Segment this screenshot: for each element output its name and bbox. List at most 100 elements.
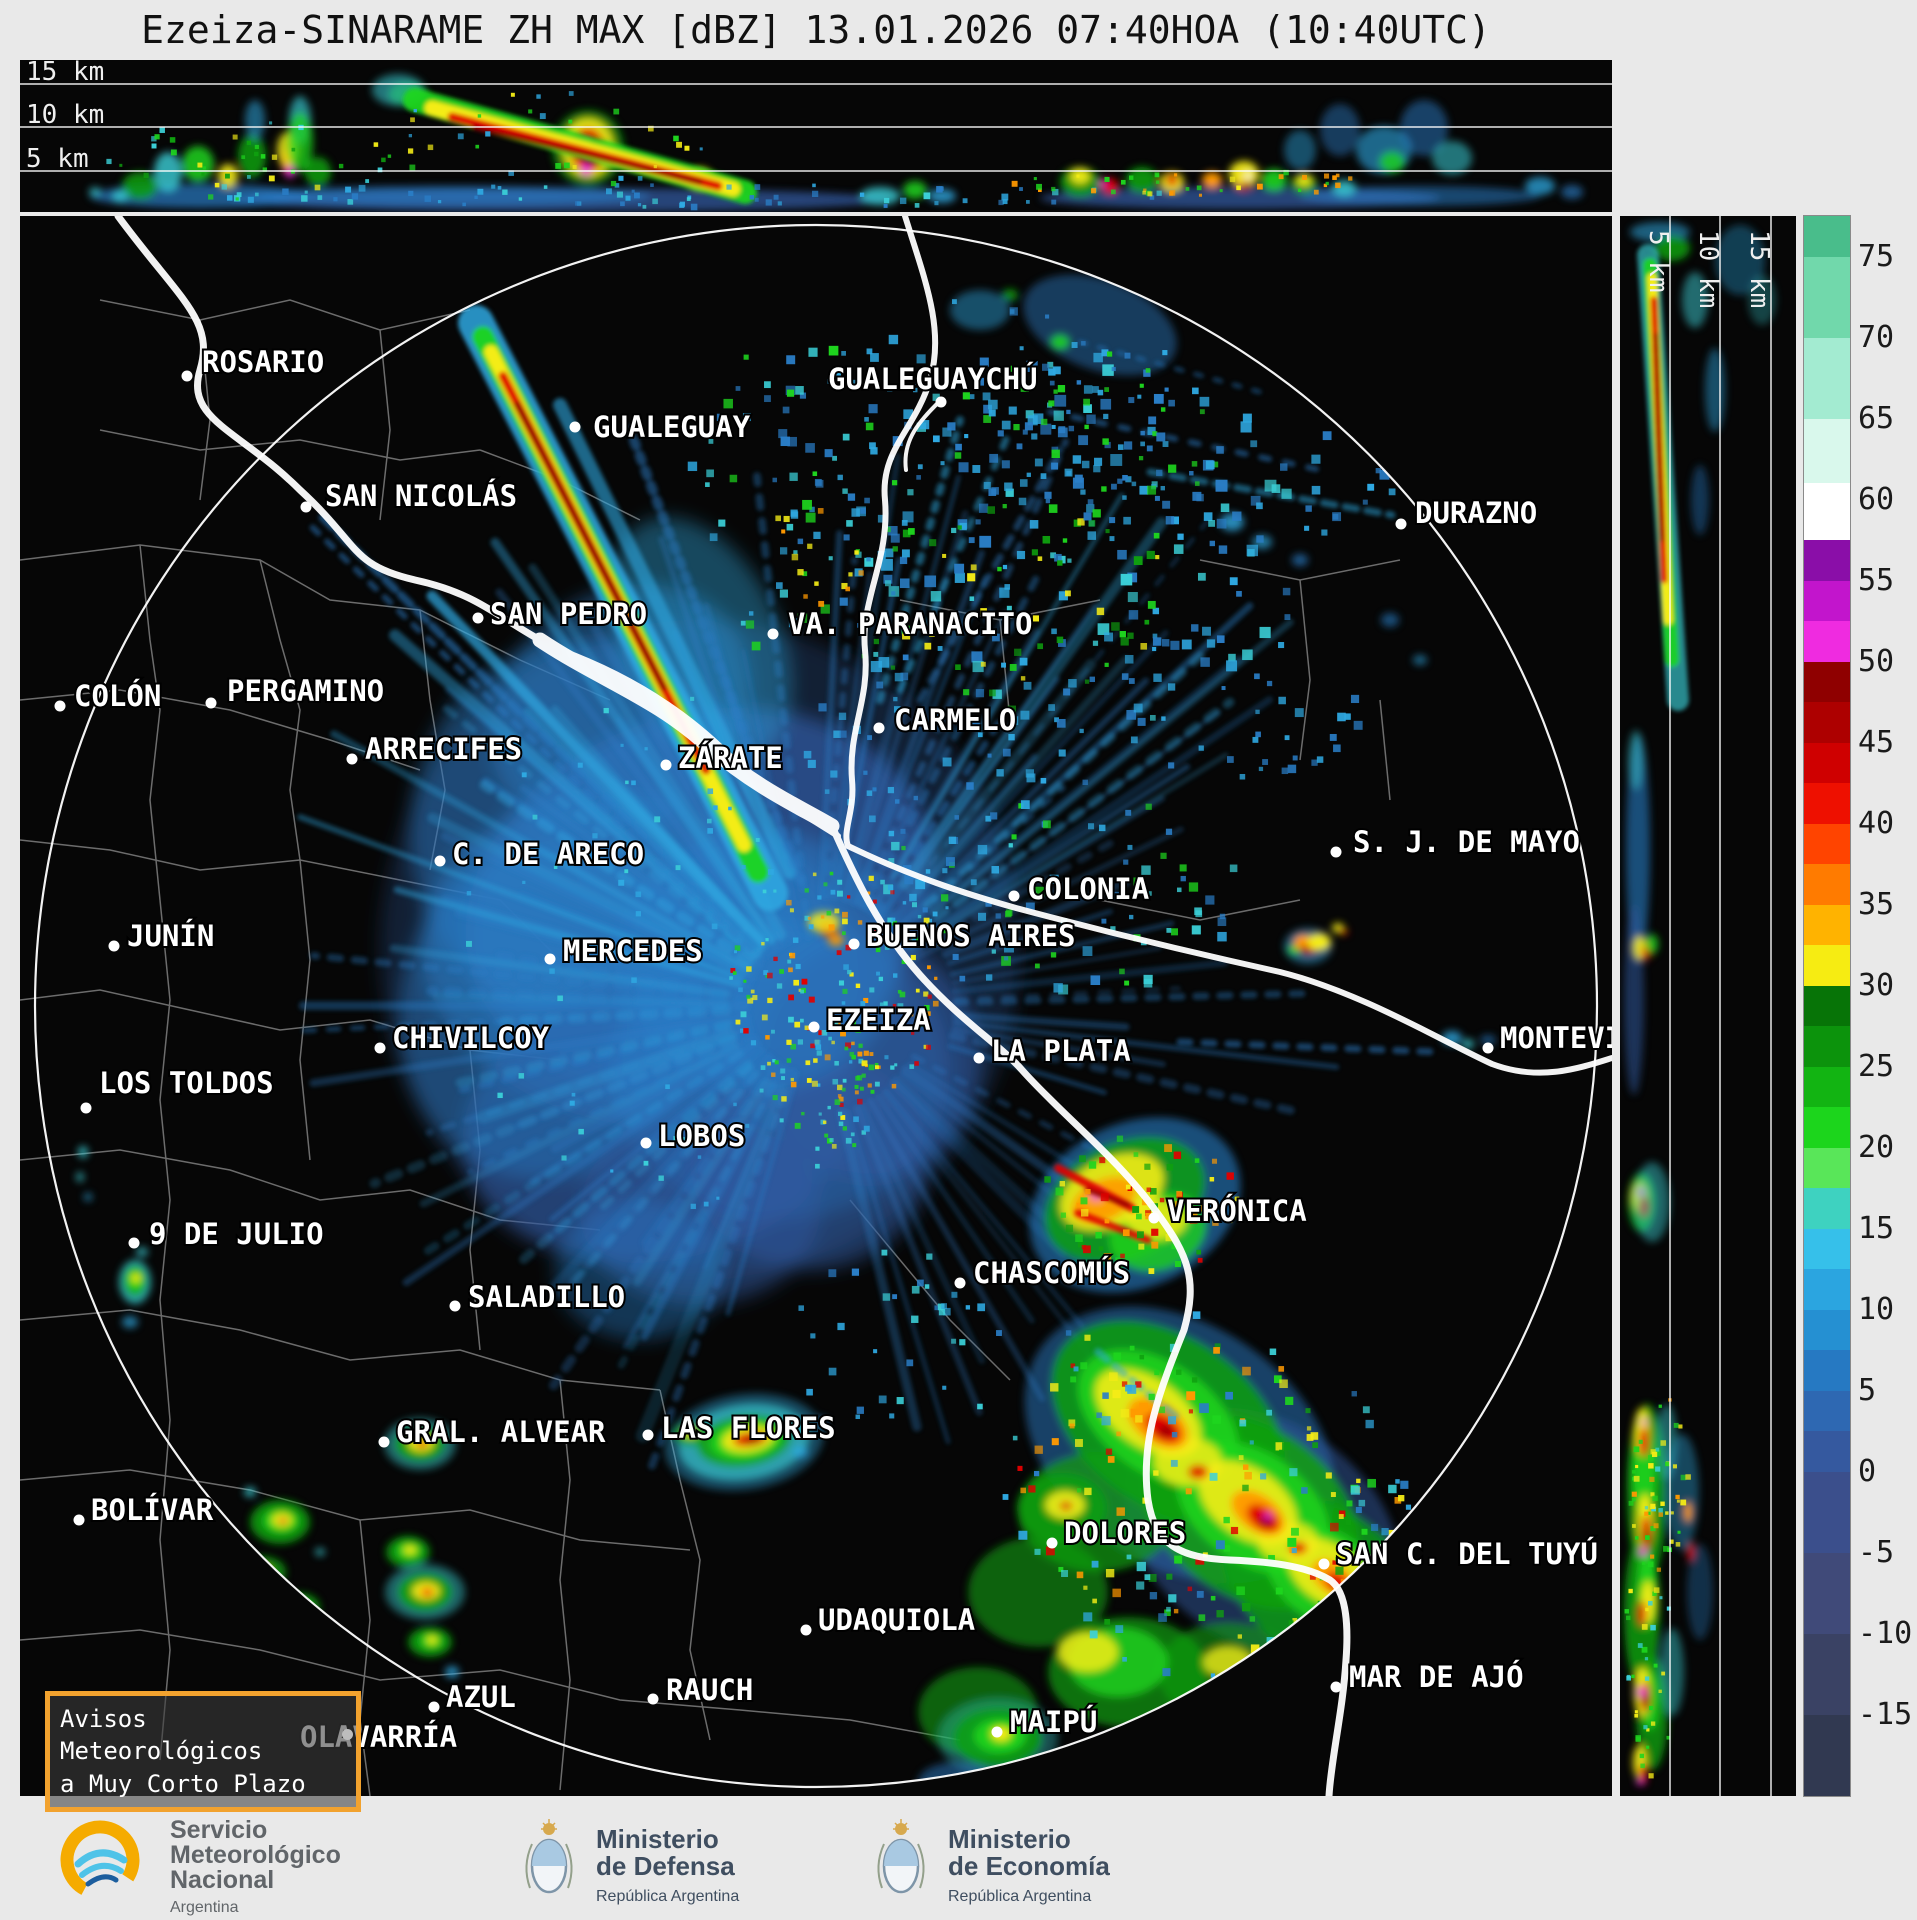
city-label: ROSARIO — [202, 345, 324, 379]
city-dot — [661, 760, 672, 771]
colorbar-tick-label: 55 — [1858, 566, 1917, 596]
colorbar-segment — [1804, 1715, 1850, 1796]
city-label: VERÓNICA — [1167, 1194, 1307, 1228]
city-dot — [1149, 1213, 1160, 1224]
city-label: ZÁRATE — [678, 741, 783, 775]
city-label: PERGAMINO — [227, 674, 384, 708]
colorbar-segment — [1804, 662, 1850, 703]
economia-sub: República Argentina — [948, 1883, 1110, 1910]
city-label: COLÓN — [74, 679, 161, 713]
city-dot — [109, 941, 120, 952]
colorbar-segment — [1804, 864, 1850, 905]
economia-line1: Ministerio — [948, 1826, 1110, 1853]
city-label: EZEIZA — [826, 1003, 931, 1037]
colorbar-tick-label: 50 — [1858, 647, 1917, 677]
defensa-sub: República Argentina — [596, 1883, 739, 1910]
defensa-wordmark: Ministerio de Defensa República Argentin… — [596, 1826, 739, 1910]
colorbar-segment — [1804, 1634, 1850, 1715]
city-label: SALADILLO — [468, 1280, 625, 1314]
city-label: MAIPÚ — [1010, 1705, 1097, 1739]
economia-crest-icon — [872, 1818, 930, 1902]
colorbar-tick-label: 70 — [1858, 323, 1917, 353]
height-label: 15 km — [26, 57, 104, 87]
smn-country: Argentina — [170, 1895, 341, 1920]
city-dot-olavarria — [342, 1729, 353, 1740]
city-dot — [206, 698, 217, 709]
smn-line3: Nacional — [170, 1868, 341, 1893]
defensa-crest-icon — [520, 1818, 578, 1902]
city-dot — [955, 1278, 966, 1289]
city-label: UDAQUIOLA — [818, 1603, 975, 1637]
city-dot — [55, 701, 66, 712]
colorbar-tick-label: 10 — [1858, 1295, 1917, 1325]
city-label: BOLÍVAR — [91, 1493, 214, 1527]
city-dot — [81, 1103, 92, 1114]
city-dot — [301, 502, 312, 513]
colorbar-tick-label: 75 — [1858, 242, 1917, 272]
city-label: VA. PARANACITO — [788, 607, 1032, 641]
aviso-line2: a Muy Corto Plazo — [60, 1768, 346, 1800]
colorbar-tick-label: -15 — [1858, 1700, 1917, 1730]
colorbar-segment — [1804, 1067, 1850, 1108]
defensa-line1: Ministerio — [596, 1826, 739, 1853]
city-dot — [1047, 1538, 1058, 1549]
city-label: SAN NICOLÁS — [325, 479, 517, 513]
city-dot — [1396, 519, 1407, 530]
colorbar-segment — [1804, 743, 1850, 784]
city-label: MAR DE AJÓ — [1349, 1660, 1524, 1694]
city-dot — [375, 1043, 386, 1054]
city-dot — [974, 1053, 985, 1064]
colorbar-tick-label: 60 — [1858, 485, 1917, 515]
city-label: SAN C. DEL TUYÚ — [1336, 1537, 1598, 1571]
smn-line1: Servicio — [170, 1818, 341, 1843]
colorbar-segment — [1804, 945, 1850, 986]
city-dot — [74, 1515, 85, 1526]
city-label: AZUL — [446, 1680, 516, 1714]
colorbar-tick-label: 15 — [1858, 1214, 1917, 1244]
city-label: ARRECIFES — [365, 732, 522, 766]
city-dot — [809, 1022, 820, 1033]
colorbar-segment — [1804, 1472, 1850, 1553]
city-dot — [347, 754, 358, 765]
colorbar-tick-label: 0 — [1858, 1457, 1917, 1487]
city-label: SAN PEDRO — [490, 597, 647, 631]
colorbar-segment — [1804, 621, 1850, 662]
colorbar-segment — [1804, 1026, 1850, 1067]
colorbar-segment — [1804, 1148, 1850, 1189]
colorbar-tick-label: 20 — [1858, 1133, 1917, 1163]
colorbar-segment — [1804, 783, 1850, 824]
city-dot — [1009, 891, 1020, 902]
colorbar-segment — [1804, 824, 1850, 865]
aviso-line1: Avisos Meteorológicos — [60, 1703, 346, 1768]
colorbar — [1804, 216, 1850, 1796]
city-label: C. DE ARECO — [452, 837, 644, 871]
city-dot — [570, 422, 581, 433]
defensa-line2: de Defensa — [596, 1853, 739, 1880]
colorbar-tick-label: 5 — [1858, 1376, 1917, 1406]
city-dot — [182, 371, 193, 382]
colorbar-segment — [1804, 1553, 1850, 1634]
city-dot — [641, 1138, 652, 1149]
city-label: S. J. DE MAYO — [1353, 825, 1580, 859]
colorbar-segment — [1804, 1229, 1850, 1270]
colorbar-segment — [1804, 1310, 1850, 1351]
city-label: LOBOS — [658, 1119, 745, 1153]
city-label: GUALEGUAY — [593, 410, 751, 444]
colorbar-segment — [1804, 1350, 1850, 1391]
aviso-box: Avisos Meteorológicos a Muy Corto Plazo — [45, 1691, 361, 1812]
city-label: BUENOS AIRES — [866, 919, 1076, 953]
city-label: LOS TOLDOS — [99, 1066, 274, 1100]
colorbar-tick-label: 45 — [1858, 728, 1917, 758]
city-label: DURAZNO — [1415, 496, 1537, 530]
city-label: JUNÍN — [127, 919, 214, 953]
city-dot — [1319, 1559, 1330, 1570]
colorbar-segment — [1804, 581, 1850, 622]
city-dot — [648, 1694, 659, 1705]
colorbar-tick-label: 30 — [1858, 971, 1917, 1001]
economia-wordmark: Ministerio de Economía República Argenti… — [948, 1826, 1110, 1910]
city-label: COLONIA — [1027, 872, 1149, 906]
city-dot — [936, 397, 947, 408]
city-dot — [992, 1727, 1003, 1738]
colorbar-segment — [1804, 1107, 1850, 1148]
